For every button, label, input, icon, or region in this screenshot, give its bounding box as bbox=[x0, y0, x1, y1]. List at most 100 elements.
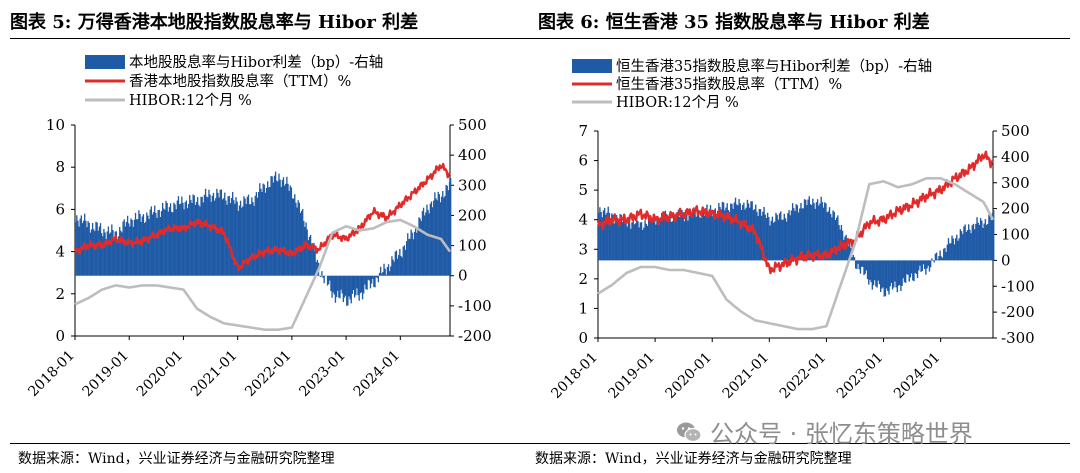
spread-bar bbox=[278, 173, 280, 276]
spread-bar bbox=[914, 260, 916, 273]
spread-bar bbox=[709, 205, 712, 261]
spread-bar bbox=[213, 200, 216, 276]
spread-bar bbox=[741, 204, 744, 261]
spread-bar bbox=[285, 183, 287, 276]
spread-bar bbox=[428, 213, 430, 276]
spread-bar bbox=[342, 275, 345, 303]
wechat-icon bbox=[677, 422, 702, 442]
spread-bar bbox=[337, 275, 339, 291]
spread-bar bbox=[221, 199, 224, 276]
spread-bar bbox=[160, 211, 163, 276]
spread-bar bbox=[322, 275, 324, 278]
spread-bar bbox=[152, 212, 155, 276]
legend: 恒生香港35指数股息率与Hibor利差（bp）-右轴恒生香港35指数股息率（TT… bbox=[572, 58, 932, 111]
spread-bar bbox=[157, 210, 159, 276]
spread-bar bbox=[731, 203, 733, 261]
spread-bar bbox=[309, 234, 312, 276]
spread-bar bbox=[607, 206, 609, 261]
spread-bar bbox=[238, 205, 241, 276]
spread-bar bbox=[693, 207, 695, 261]
spread-bar bbox=[357, 275, 359, 296]
x-tick-label: 2019-01 bbox=[80, 348, 132, 400]
spread-bar bbox=[600, 211, 602, 261]
spread-bar bbox=[311, 245, 313, 276]
spread-bar bbox=[173, 202, 175, 276]
spread-bar bbox=[701, 209, 703, 261]
spread-bar bbox=[313, 242, 315, 276]
spread-bar bbox=[418, 217, 420, 276]
spread-bar bbox=[232, 191, 234, 276]
spread-bar bbox=[806, 205, 808, 261]
spread-bar bbox=[721, 201, 724, 261]
spread-bar bbox=[176, 200, 178, 276]
spread-bar bbox=[777, 219, 780, 261]
spread-bar bbox=[722, 202, 725, 261]
spread-bar bbox=[985, 224, 988, 261]
spread-bar bbox=[111, 224, 113, 276]
spread-bar bbox=[401, 257, 403, 276]
spread-bar bbox=[250, 204, 252, 276]
spread-bar bbox=[267, 181, 269, 276]
spread-bar bbox=[326, 275, 329, 286]
spread-bar bbox=[246, 196, 249, 276]
spread-bar bbox=[954, 238, 957, 261]
spread-bar bbox=[662, 218, 664, 261]
spread-bar bbox=[766, 212, 769, 261]
x-tick-label: 2020-01 bbox=[663, 350, 715, 402]
spread-bar bbox=[676, 211, 678, 261]
spread-bar bbox=[808, 196, 810, 261]
spread-bar bbox=[849, 240, 851, 261]
spread-bar bbox=[670, 221, 672, 261]
spread-bar bbox=[727, 210, 730, 261]
spread-bar bbox=[350, 275, 352, 304]
spread-bar bbox=[199, 206, 201, 276]
spread-bar bbox=[125, 221, 128, 276]
spread-bar bbox=[618, 222, 620, 261]
spread-bar bbox=[442, 191, 444, 276]
spread-bar bbox=[915, 260, 918, 274]
spread-bar bbox=[182, 202, 184, 276]
spread-bar bbox=[93, 229, 95, 276]
spread-bar bbox=[631, 222, 633, 261]
spread-bar bbox=[430, 201, 433, 276]
spread-bar bbox=[203, 194, 206, 276]
spread-bar bbox=[103, 228, 105, 276]
spread-bar bbox=[305, 222, 307, 276]
spread-bar bbox=[372, 275, 374, 279]
spread-bar bbox=[788, 210, 790, 261]
spread-bar bbox=[312, 247, 314, 276]
spread-bar bbox=[843, 239, 845, 261]
spread-bar bbox=[195, 201, 198, 276]
right-tick-label: -100 bbox=[458, 297, 492, 315]
spread-bar bbox=[233, 200, 235, 276]
spread-bar bbox=[129, 226, 131, 276]
chart-2: 0 1 2 3 4 5 6 7 -300 -200 -100 0 100 200 300 400 500 2018… bbox=[548, 58, 1034, 402]
spread-bar bbox=[820, 196, 822, 261]
spread-bar bbox=[343, 275, 346, 298]
spread-bar bbox=[360, 275, 363, 293]
spread-bar bbox=[148, 219, 150, 276]
spread-bar bbox=[288, 190, 290, 276]
spread-bar bbox=[837, 215, 839, 261]
left-tick-label: 3 bbox=[578, 240, 588, 258]
left-tick-label: 2 bbox=[578, 270, 588, 288]
spread-bar bbox=[112, 229, 114, 276]
spread-bar bbox=[289, 185, 291, 276]
spread-bar bbox=[403, 245, 406, 276]
spread-bar bbox=[815, 202, 818, 261]
spread-bar bbox=[265, 187, 268, 276]
right-tick-label: 200 bbox=[458, 206, 487, 224]
spread-bar bbox=[277, 181, 279, 276]
spread-bar bbox=[645, 223, 647, 261]
spread-bar bbox=[445, 184, 447, 276]
spread-bar bbox=[821, 202, 824, 261]
spread-bar bbox=[799, 208, 801, 261]
spread-bar bbox=[853, 257, 856, 261]
spread-bar bbox=[787, 213, 789, 261]
spread-bar bbox=[421, 211, 424, 276]
spread-bar bbox=[991, 213, 994, 261]
spread-bars bbox=[598, 196, 995, 297]
spread-bar bbox=[781, 219, 783, 261]
spread-bar bbox=[323, 275, 325, 284]
